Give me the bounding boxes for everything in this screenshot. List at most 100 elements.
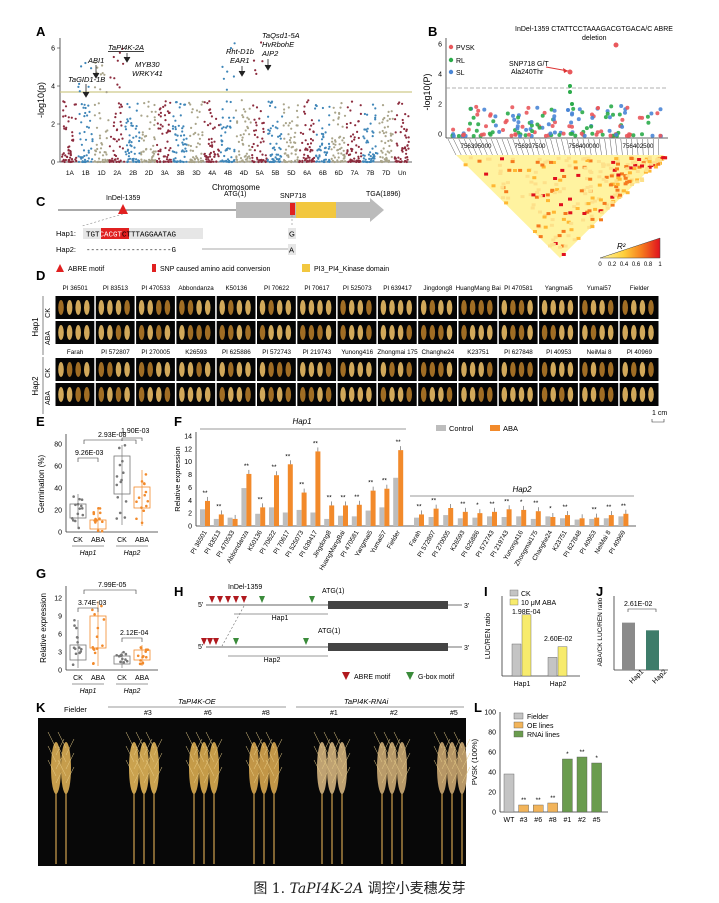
manhattan-point bbox=[200, 103, 203, 106]
snp-annotation-2: Ala240Thr bbox=[511, 69, 544, 76]
manhattan-point bbox=[296, 156, 299, 159]
manhattan-point bbox=[350, 140, 354, 143]
photo-cell bbox=[539, 358, 578, 381]
ld-connector bbox=[593, 138, 597, 156]
axis-tick: 0 bbox=[492, 810, 496, 817]
axis-tick: 40 bbox=[54, 486, 62, 493]
seed-hap1-ck bbox=[478, 300, 485, 315]
manhattan-point bbox=[284, 148, 288, 151]
manhattan-point bbox=[64, 158, 67, 162]
manhattan-point bbox=[275, 142, 278, 145]
bar-control bbox=[501, 517, 507, 526]
atg-label-2: ATG(1) bbox=[318, 628, 340, 635]
manhattan-point bbox=[198, 143, 201, 146]
manhattan-point bbox=[389, 134, 393, 137]
svg-text:TGTCACGTCTTTAGGAATAG: TGTCACGTCTTTAGGAATAG bbox=[86, 232, 177, 240]
ld-cell bbox=[500, 157, 504, 161]
regional-point bbox=[488, 113, 493, 118]
manhattan-point bbox=[153, 123, 156, 127]
box-point bbox=[73, 647, 77, 651]
manhattan-point bbox=[405, 129, 408, 133]
manhattan-point bbox=[307, 156, 310, 159]
ld-connector bbox=[501, 138, 509, 156]
manhattan-point bbox=[233, 159, 236, 162]
regional-point bbox=[620, 117, 625, 122]
manhattan-point bbox=[371, 135, 374, 138]
line-label: #6 bbox=[204, 710, 212, 717]
ld-cell bbox=[572, 238, 577, 242]
manhattan-point bbox=[161, 132, 164, 135]
seed-hap1-ck bbox=[115, 300, 122, 315]
box-point bbox=[144, 648, 148, 651]
manhattan-point bbox=[380, 149, 383, 152]
ld-cell bbox=[610, 195, 615, 199]
regional-point bbox=[535, 122, 540, 127]
manhattan-point bbox=[114, 112, 117, 115]
manhattan-point bbox=[382, 132, 385, 135]
spike-awn bbox=[453, 759, 463, 777]
box-point bbox=[116, 495, 120, 499]
manhattan-point bbox=[222, 126, 225, 129]
colorbar-tick: 1 bbox=[658, 262, 662, 268]
regional-point bbox=[582, 133, 587, 138]
abre-motif bbox=[233, 596, 239, 603]
photo-cell bbox=[216, 383, 256, 406]
manhattan-point bbox=[241, 142, 244, 145]
manhattan-point bbox=[87, 157, 90, 160]
manhattan-point bbox=[269, 160, 272, 163]
manhattan-point bbox=[132, 136, 135, 139]
manhattan-point bbox=[209, 155, 212, 158]
photo-cell bbox=[418, 296, 457, 319]
ld-connector bbox=[469, 138, 477, 156]
spike-awn bbox=[323, 745, 333, 763]
manhattan-point bbox=[156, 143, 159, 147]
manhattan-point bbox=[67, 152, 70, 155]
ld-cell bbox=[601, 177, 606, 181]
manhattan-point bbox=[341, 125, 344, 128]
regional-point bbox=[589, 124, 594, 129]
box-point bbox=[70, 517, 74, 520]
manhattan-point bbox=[168, 149, 171, 152]
manhattan-point bbox=[404, 113, 407, 116]
manhattan-point bbox=[103, 73, 106, 76]
seed-hap1-aba bbox=[461, 325, 467, 340]
seed-hap2-aba bbox=[107, 387, 113, 402]
manhattan-point bbox=[246, 127, 250, 130]
bar-aba bbox=[419, 514, 424, 526]
manhattan-point bbox=[91, 138, 94, 141]
p-value: 2.12E-04 bbox=[120, 630, 149, 637]
spike-awn bbox=[145, 759, 155, 777]
seed-hap1-aba bbox=[429, 325, 436, 340]
bar-aba bbox=[246, 473, 252, 526]
manhattan-point bbox=[205, 158, 208, 161]
box-point bbox=[102, 618, 106, 621]
seed-hap2-aba bbox=[469, 387, 476, 402]
panel-label-d: D bbox=[36, 268, 45, 283]
row-label-hap2: Hap2 bbox=[31, 376, 40, 396]
seed-hap1-aba bbox=[276, 325, 283, 340]
manhattan-point bbox=[156, 122, 159, 125]
manhattan-point bbox=[262, 140, 265, 143]
chromosome-label: 6A bbox=[303, 170, 312, 177]
seed-hap2-ck bbox=[325, 362, 332, 377]
line-label: #2 bbox=[390, 710, 398, 717]
box-point bbox=[142, 654, 145, 658]
manhattan-point bbox=[274, 106, 277, 109]
ld-cell bbox=[588, 185, 593, 189]
ld-cell bbox=[619, 172, 624, 176]
manhattan-point bbox=[248, 157, 252, 160]
manhattan-point bbox=[135, 160, 138, 163]
manhattan-point bbox=[306, 148, 309, 151]
manhattan-point bbox=[62, 100, 65, 103]
axis-tick: 6 bbox=[438, 42, 442, 49]
group-label: Hap1 bbox=[628, 669, 645, 686]
box-point bbox=[140, 506, 143, 509]
panel-label-b: B bbox=[428, 24, 437, 39]
significance-star: * bbox=[595, 755, 598, 762]
legend-aba: 10 μM ABA bbox=[521, 600, 556, 607]
seed-hap2-ck bbox=[567, 362, 574, 377]
manhattan-point bbox=[298, 160, 302, 163]
manhattan-point bbox=[182, 125, 185, 128]
seed-hap2-ck bbox=[156, 362, 162, 377]
manhattan-point bbox=[196, 156, 199, 160]
